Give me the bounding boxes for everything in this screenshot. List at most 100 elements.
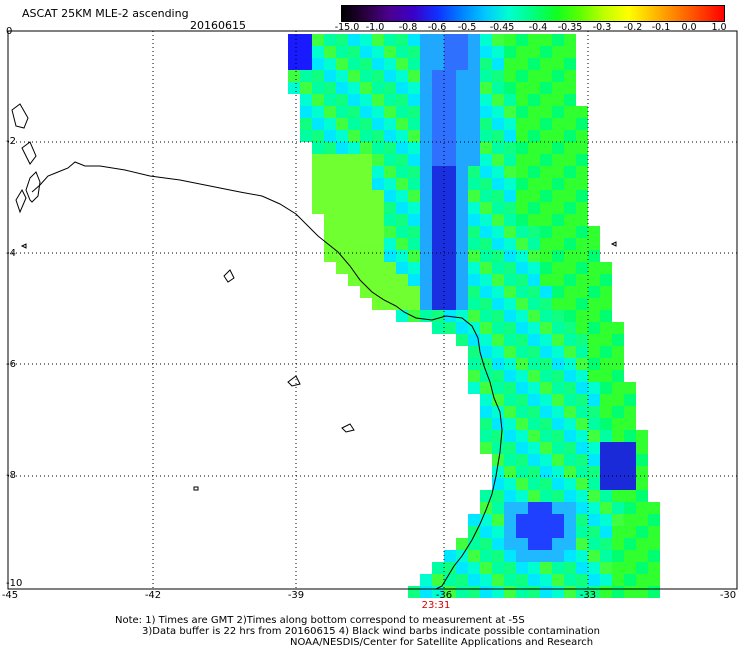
swath-cell — [396, 166, 408, 178]
swath-cell — [492, 358, 504, 370]
swath-cell — [384, 250, 396, 262]
swath-cell — [576, 250, 588, 262]
swath-cell — [348, 34, 360, 46]
swath-cell — [612, 442, 624, 454]
swath-cell — [600, 502, 612, 514]
swath-cell — [384, 34, 396, 46]
swath-cell — [348, 190, 360, 202]
swath-cell — [600, 286, 612, 298]
swath-cell — [408, 286, 420, 298]
swath-cell — [492, 94, 504, 106]
swath-cell — [420, 286, 432, 298]
swath-cell — [576, 202, 588, 214]
swath-cell — [480, 286, 492, 298]
swath-cell — [432, 202, 444, 214]
swath-cell — [564, 394, 576, 406]
swath-cell — [396, 226, 408, 238]
swath-cell — [552, 202, 564, 214]
swath-cell — [576, 322, 588, 334]
swath-cell — [468, 586, 480, 598]
swath-cell — [600, 490, 612, 502]
swath-cell — [480, 190, 492, 202]
swath-cell — [480, 406, 492, 418]
colorbar — [341, 5, 725, 22]
swath-cell — [336, 46, 348, 58]
swath-cell — [444, 166, 456, 178]
swath-cell — [552, 430, 564, 442]
swath-cell — [504, 442, 516, 454]
swath-cell — [408, 586, 420, 598]
swath-cell — [456, 214, 468, 226]
swath-cell — [516, 178, 528, 190]
swath-cell — [540, 130, 552, 142]
swath-cell — [492, 322, 504, 334]
swath-cell — [624, 442, 636, 454]
swath-cell — [444, 298, 456, 310]
swath-cell — [504, 574, 516, 586]
swath-cell — [360, 190, 372, 202]
swath-cell — [480, 166, 492, 178]
swath-cell — [552, 490, 564, 502]
swath-cell — [540, 142, 552, 154]
swath-cell — [576, 238, 588, 250]
swath-cell — [516, 298, 528, 310]
swath-cell — [564, 358, 576, 370]
swath-cell — [612, 322, 624, 334]
swath-cell — [492, 274, 504, 286]
swath-cell — [348, 226, 360, 238]
swath-cell — [564, 526, 576, 538]
swath-cell — [564, 406, 576, 418]
swath-cell — [432, 46, 444, 58]
swath-cell — [600, 454, 612, 466]
swath-cell — [552, 286, 564, 298]
swath-cell — [588, 238, 600, 250]
swath-cell — [312, 190, 324, 202]
swath-cell — [480, 418, 492, 430]
swath-cell — [552, 310, 564, 322]
swath-cell — [468, 202, 480, 214]
swath-cell — [504, 322, 516, 334]
swath-cell — [456, 130, 468, 142]
swath-cell — [456, 274, 468, 286]
swath-cell — [492, 466, 504, 478]
lat-lon-grid — [8, 31, 737, 589]
swath-cell — [336, 106, 348, 118]
swath-cell — [348, 94, 360, 106]
swath-cell — [516, 454, 528, 466]
swath-cell — [528, 406, 540, 418]
swath-cell — [528, 490, 540, 502]
swath-cell — [600, 334, 612, 346]
swath-cell — [516, 334, 528, 346]
swath-cell — [492, 298, 504, 310]
swath-cell — [396, 154, 408, 166]
swath-cell — [324, 106, 336, 118]
swath-cell — [372, 82, 384, 94]
swath-cell — [432, 58, 444, 70]
swath-cell — [600, 538, 612, 550]
swath-cell — [540, 586, 552, 598]
island-small-5 — [20, 243, 27, 249]
swath-cell — [504, 478, 516, 490]
swath-cell — [504, 526, 516, 538]
swath-cell — [552, 442, 564, 454]
swath-cell — [576, 550, 588, 562]
swath-cell — [600, 370, 612, 382]
swath-cell — [408, 46, 420, 58]
swath-cell — [576, 418, 588, 430]
swath-cell — [444, 118, 456, 130]
swath-cell — [288, 82, 300, 94]
swath-cell — [600, 478, 612, 490]
swath-cell — [468, 226, 480, 238]
swath-cell — [408, 94, 420, 106]
swath-cell — [516, 94, 528, 106]
swath-cell — [408, 226, 420, 238]
swath-cell — [324, 130, 336, 142]
swath-cell — [420, 178, 432, 190]
swath-cell — [336, 58, 348, 70]
swath-cell — [540, 214, 552, 226]
swath-cell — [408, 142, 420, 154]
swath-cell — [528, 502, 540, 514]
swath-cell — [600, 346, 612, 358]
swath-cell — [576, 190, 588, 202]
swath-cell — [540, 310, 552, 322]
